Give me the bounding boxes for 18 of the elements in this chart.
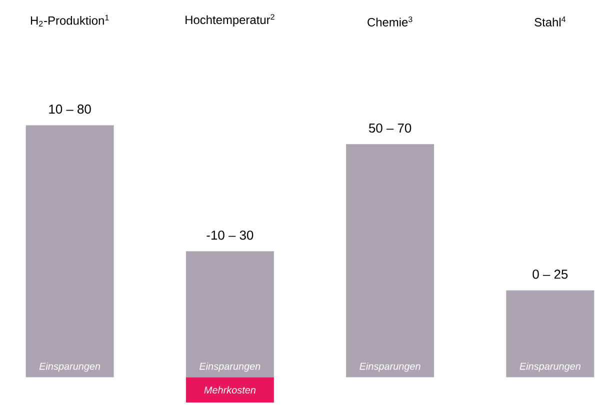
bar [26, 125, 114, 378]
series-label: Einsparungen [39, 362, 100, 372]
bar [346, 144, 434, 378]
annotation: 10 – 80 [49, 104, 91, 114]
text: Einsparungen [200, 362, 260, 372]
annotation: 50 – 70 [368, 123, 412, 133]
bar [506, 290, 594, 378]
text: Einsparungen [520, 362, 580, 372]
x-tick-label: Stahl$^{4}$ [534, 16, 566, 26]
text: Einsparungen [360, 362, 420, 372]
series-label: Mehrkosten [204, 386, 256, 394]
x-tick-label: Hochtemperatur$^{2}$ [186, 14, 274, 26]
annotation: -10 – 30 [206, 230, 254, 240]
x-tick-label: Chemie$^{3}$ [368, 16, 412, 26]
x-tick-label: H$_{2}$-Produktion$^{1}$ [30, 14, 109, 26]
bar [186, 377, 274, 402]
bar [186, 251, 274, 378]
annotation: 0 – 25 [532, 270, 568, 279]
